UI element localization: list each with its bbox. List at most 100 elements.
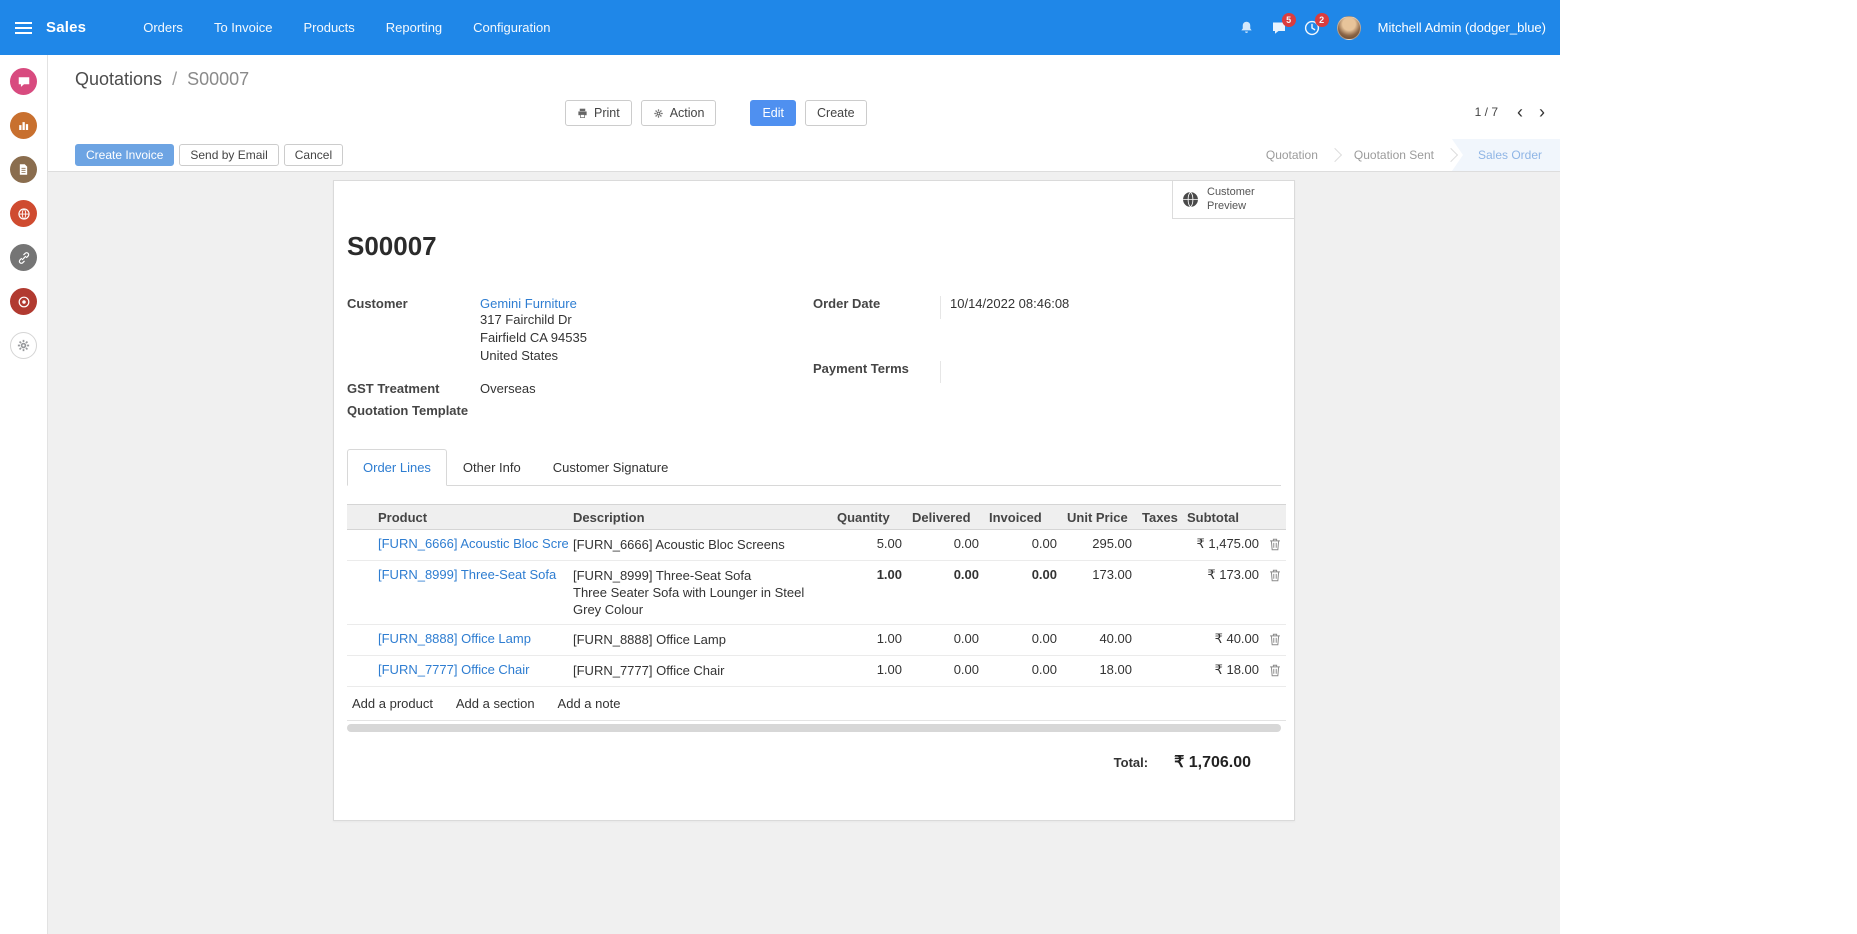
print-label: Print xyxy=(594,106,620,120)
activities-badge: 2 xyxy=(1315,13,1329,27)
line-delivered: 0.00 xyxy=(907,656,984,687)
trash-icon xyxy=(1269,633,1281,646)
sidebar-app-crm[interactable] xyxy=(10,288,37,315)
delete-line-button[interactable] xyxy=(1264,561,1286,625)
add-note-link[interactable]: Add a note xyxy=(558,696,621,711)
col-taxes[interactable]: Taxes xyxy=(1137,505,1182,530)
pager-next-button[interactable]: › xyxy=(1534,103,1550,121)
create-button[interactable]: Create xyxy=(805,100,867,126)
chat-icon xyxy=(17,75,31,89)
send-by-email-button[interactable]: Send by Email xyxy=(179,144,278,166)
state-quotation-sent[interactable]: Quotation Sent xyxy=(1336,139,1452,171)
delete-line-button[interactable] xyxy=(1264,625,1286,656)
print-button[interactable]: Print xyxy=(565,100,632,126)
trash-icon xyxy=(1269,569,1281,582)
status-pipeline: Quotation Quotation Sent Sales Order xyxy=(1248,139,1560,171)
line-invoiced: 0.00 xyxy=(984,530,1062,561)
customer-address-line-2: Fairfield CA 94535 xyxy=(480,329,587,347)
product-link[interactable]: [FURN_8888] Office Lamp xyxy=(378,631,531,646)
row-handle xyxy=(347,625,373,656)
nav-menu-reporting[interactable]: Reporting xyxy=(384,16,444,39)
nav-menu-products[interactable]: Products xyxy=(301,16,356,39)
sidebar-app-document[interactable] xyxy=(10,156,37,183)
line-taxes xyxy=(1137,656,1182,687)
tab-customer-signature[interactable]: Customer Signature xyxy=(537,449,685,486)
nav-menu-configuration[interactable]: Configuration xyxy=(471,16,552,39)
col-quantity[interactable]: Quantity xyxy=(832,505,907,530)
tab-other-info[interactable]: Other Info xyxy=(447,449,537,486)
state-sales-order[interactable]: Sales Order xyxy=(1452,139,1560,171)
order-line-row[interactable]: [FURN_7777] Office Chair [FURN_7777] Off… xyxy=(347,656,1286,687)
col-unit-price[interactable]: Unit Price xyxy=(1062,505,1137,530)
customer-link[interactable]: Gemini Furniture xyxy=(480,296,577,311)
line-unit-price: 295.00 xyxy=(1062,530,1137,561)
add-product-link[interactable]: Add a product xyxy=(352,696,433,711)
bar-chart-icon xyxy=(17,119,31,133)
form-statusbar: Create Invoice Send by Email Cancel Quot… xyxy=(48,139,1560,172)
order-line-row[interactable]: [FURN_8999] Three-Seat Sofa [FURN_8999] … xyxy=(347,561,1286,625)
sidebar-app-settings[interactable] xyxy=(10,332,37,359)
hamburger-icon xyxy=(15,27,32,29)
payment-terms-label: Payment Terms xyxy=(813,361,940,386)
order-date-value: 10/14/2022 08:46:08 xyxy=(940,296,1281,319)
product-link[interactable]: [FURN_7777] Office Chair xyxy=(378,662,530,677)
activities-clock-icon[interactable]: 2 xyxy=(1304,20,1320,36)
line-description-extra: Three Seater Sofa with Lounger in Steel … xyxy=(573,584,827,618)
row-handle xyxy=(347,561,373,625)
sidebar-app-links[interactable] xyxy=(10,244,37,271)
customer-preview-button[interactable]: Customer Preview xyxy=(1172,181,1294,219)
col-description[interactable]: Description xyxy=(568,505,832,530)
customer-preview-label: Customer Preview xyxy=(1207,186,1271,212)
main-area: Quotations / S00007 Print Action Edit xyxy=(48,55,1560,934)
document-sheet: Customer Preview S00007 Customer Gemini … xyxy=(333,180,1295,821)
user-avatar[interactable] xyxy=(1337,16,1361,40)
notebook-tabs: Order Lines Other Info Customer Signatur… xyxy=(347,449,1281,486)
total-label: Total: xyxy=(1114,755,1148,770)
current-app-name[interactable]: Sales xyxy=(46,19,86,36)
delete-line-button[interactable] xyxy=(1264,530,1286,561)
line-invoiced: 0.00 xyxy=(984,561,1062,625)
breadcrumb-quotations[interactable]: Quotations xyxy=(75,69,162,89)
control-panel: Print Action Edit Create 1 / 7 ‹ › xyxy=(48,92,1560,139)
delete-column-header xyxy=(1264,505,1286,530)
cancel-button[interactable]: Cancel xyxy=(284,144,343,166)
order-line-row[interactable]: [FURN_6666] Acoustic Bloc Scree... [FURN… xyxy=(347,530,1286,561)
action-button[interactable]: Action xyxy=(641,100,717,126)
sidebar-app-chat[interactable] xyxy=(10,68,37,95)
edit-button[interactable]: Edit xyxy=(750,100,796,126)
payment-terms-value xyxy=(940,361,1281,383)
handle-column-header xyxy=(347,505,373,530)
messages-icon[interactable]: 5 xyxy=(1271,20,1287,36)
total-amount: ₹ 1,706.00 xyxy=(1174,752,1251,772)
field-groups: Customer Gemini Furniture 317 Fairchild … xyxy=(347,296,1281,425)
col-delivered[interactable]: Delivered xyxy=(907,505,984,530)
document-icon xyxy=(17,163,30,176)
product-link[interactable]: [FURN_8999] Three-Seat Sofa xyxy=(378,567,556,582)
notifications-bell-icon[interactable] xyxy=(1239,20,1254,35)
create-invoice-button[interactable]: Create Invoice xyxy=(75,144,174,166)
globe-preview-icon xyxy=(1182,191,1199,208)
pager-previous-button[interactable]: ‹ xyxy=(1512,103,1528,121)
table-horizontal-scrollbar[interactable] xyxy=(347,724,1281,732)
outside-window-area xyxy=(1560,0,1857,934)
line-subtotal: ₹ 173.00 xyxy=(1182,561,1264,625)
apps-menu-button[interactable] xyxy=(0,0,46,55)
col-invoiced[interactable]: Invoiced xyxy=(984,505,1062,530)
tab-order-lines[interactable]: Order Lines xyxy=(347,449,447,486)
user-menu[interactable]: Mitchell Admin (dodger_blue) xyxy=(1378,20,1546,35)
delete-line-button[interactable] xyxy=(1264,656,1286,687)
nav-menu-to-invoice[interactable]: To Invoice xyxy=(212,16,275,39)
sidebar-app-chart[interactable] xyxy=(10,112,37,139)
col-product[interactable]: Product xyxy=(373,505,568,530)
gst-treatment-label: GST Treatment xyxy=(347,381,480,396)
sidebar-app-website[interactable] xyxy=(10,200,37,227)
line-delivered: 0.00 xyxy=(907,561,984,625)
col-subtotal[interactable]: Subtotal xyxy=(1182,505,1264,530)
action-label: Action xyxy=(670,106,705,120)
left-app-sidebar xyxy=(0,55,48,934)
nav-menu-orders[interactable]: Orders xyxy=(141,16,185,39)
order-line-row[interactable]: [FURN_8888] Office Lamp [FURN_8888] Offi… xyxy=(347,625,1286,656)
add-section-link[interactable]: Add a section xyxy=(456,696,535,711)
state-quotation[interactable]: Quotation xyxy=(1248,139,1336,171)
product-link[interactable]: [FURN_6666] Acoustic Bloc Scree... xyxy=(378,536,568,551)
